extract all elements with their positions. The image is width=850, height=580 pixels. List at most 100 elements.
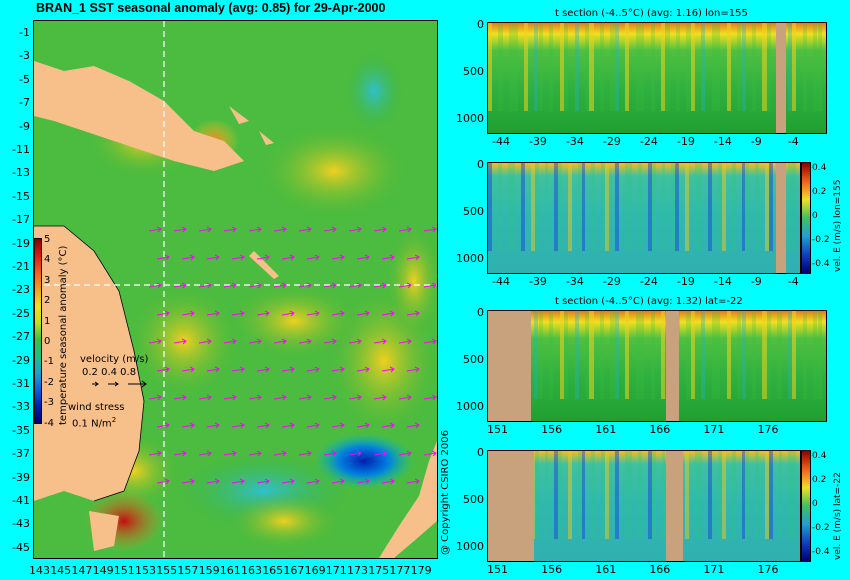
wind-arrow <box>356 478 370 485</box>
section-stripe <box>768 163 773 251</box>
section-stripe <box>610 311 615 399</box>
section-stripe <box>711 311 716 399</box>
section-stripe <box>549 23 554 111</box>
section-stripe <box>638 163 643 251</box>
wind-arrow <box>381 422 395 429</box>
wind-arrow <box>356 254 370 261</box>
velocity-colorbar <box>801 450 811 562</box>
section-panel-2[interactable] <box>487 162 801 274</box>
section-stripe <box>568 163 572 251</box>
section-stripe <box>640 311 645 399</box>
section-x-tick: -9 <box>750 275 762 288</box>
section-stripe <box>614 163 619 251</box>
map-lat-tick: -19 <box>12 236 30 250</box>
wind-arrow <box>398 450 412 457</box>
section-land <box>776 163 786 273</box>
map-lat-tick: -3 <box>19 49 30 63</box>
wind-arrow <box>423 450 437 457</box>
map-lon-tick: 153 <box>135 564 156 577</box>
section-stripe <box>574 23 579 111</box>
velocity-legend-label: velocity (m/s) <box>80 354 149 365</box>
section-stripe <box>698 163 703 251</box>
map-lat-tick: -43 <box>12 517 30 531</box>
section-title: t section (-4..5°C) (avg: 1.32) lat=-22 <box>555 296 743 307</box>
map-lon-tick: 145 <box>50 564 72 577</box>
map-lon-tick: 165 <box>262 564 284 577</box>
map-lat-tick: -35 <box>12 423 30 437</box>
wind-arrow <box>306 310 320 317</box>
wind-arrow <box>331 366 345 373</box>
wind-arrow <box>423 338 437 345</box>
wind-arrow <box>173 226 187 233</box>
section-stripe <box>755 163 760 251</box>
wind-arrow <box>323 394 337 401</box>
section-panel-4[interactable] <box>487 450 801 562</box>
velocity-colorbar-tick: -0.2 <box>812 523 830 533</box>
section-y-tick: 500 <box>463 65 484 78</box>
map-colorbar-tick: -3 <box>44 397 54 409</box>
section-stripe <box>488 163 492 251</box>
section-stripe <box>498 23 503 111</box>
wind-arrow <box>273 226 287 233</box>
wind-arrow <box>406 310 420 317</box>
section-panel-3[interactable] <box>487 310 827 422</box>
wind-arrow <box>248 282 262 289</box>
wind-arrow <box>223 226 237 233</box>
section-stripe <box>765 163 769 251</box>
wind-arrow <box>206 254 220 261</box>
wind-arrow <box>181 254 195 261</box>
wind-arrow <box>173 338 187 345</box>
section-stripe <box>544 451 549 539</box>
section-panel-1[interactable] <box>487 22 827 134</box>
section-x-tick: 156 <box>541 423 563 436</box>
section-land <box>488 311 531 421</box>
section-stripe <box>648 163 652 251</box>
map-lat-tick: -31 <box>12 377 30 390</box>
section-stripe <box>690 311 696 399</box>
wind-arrow <box>256 310 270 317</box>
map-colorbar-tick: 0 <box>44 336 51 347</box>
wind-arrow <box>273 450 287 457</box>
section-stripe <box>817 311 822 399</box>
wind-arrow <box>323 338 337 345</box>
sst-map[interactable] <box>33 20 438 559</box>
section-stripe <box>497 163 502 251</box>
section-stripe <box>694 451 699 539</box>
wind-arrow <box>323 226 337 233</box>
wind-arrow <box>181 310 195 317</box>
wind-arrow <box>373 282 387 289</box>
map-colorbar-tick: -1 <box>44 356 54 368</box>
section-stripe <box>777 311 782 399</box>
section-stripe <box>701 23 706 111</box>
wind-arrow <box>256 254 270 261</box>
wind-arrow <box>331 310 345 317</box>
section-stripe <box>559 23 564 111</box>
section-stripe <box>589 23 594 111</box>
wind-arrow <box>156 254 170 261</box>
section-stripe <box>751 311 757 399</box>
section-stripe <box>788 163 793 251</box>
wind-arrow <box>173 282 187 289</box>
velocity-colorbar-tick: -0.4 <box>812 547 830 557</box>
section-x-tick: -34 <box>565 275 584 288</box>
section-stripe <box>731 451 736 539</box>
map-lat-tick: -21 <box>12 260 30 273</box>
wind-arrow <box>398 394 412 401</box>
wind-arrow <box>406 422 420 429</box>
section-stripe <box>513 23 518 111</box>
map-lat-tick: -33 <box>12 400 30 414</box>
section-stripe <box>817 23 822 111</box>
map-lon-tick: 167 <box>283 564 305 577</box>
section-stripe <box>577 163 582 251</box>
section-stripe <box>762 23 767 111</box>
section-y-tick: 1000 <box>456 400 484 413</box>
map-lon-tick: 159 <box>198 564 220 577</box>
section-stripe <box>792 311 797 399</box>
wind-arrow <box>181 478 195 485</box>
wind-arrow <box>323 450 337 457</box>
section-x-tick: -29 <box>602 275 621 288</box>
wind-arrow <box>398 338 412 345</box>
wind-arrow <box>406 366 420 373</box>
section-stripe <box>591 451 596 539</box>
section-stripe <box>802 311 807 399</box>
